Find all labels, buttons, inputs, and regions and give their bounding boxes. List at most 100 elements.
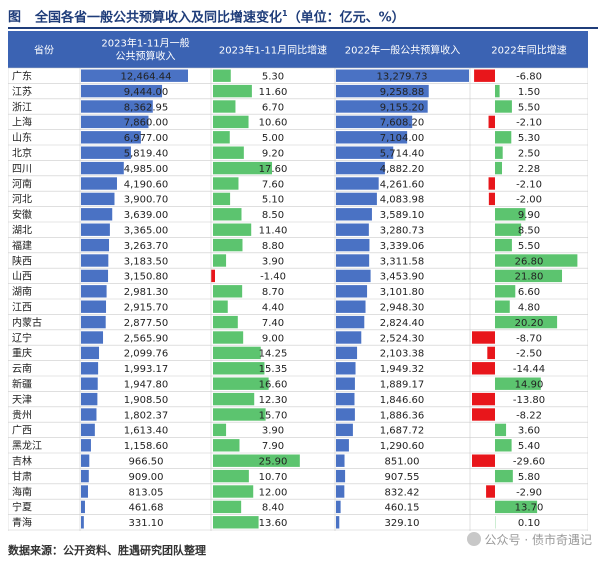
value-growth-2022: -2.10: [516, 179, 542, 190]
value-growth-2023: 11.40: [259, 226, 288, 237]
bar-growth-2022: [487, 346, 495, 360]
value-growth-2022: 20.20: [515, 318, 544, 329]
value-revenue-2023: 8,362.95: [124, 102, 169, 113]
bar-revenue-2023: [81, 331, 104, 344]
bar-growth-2023: [213, 177, 239, 190]
value-growth-2022: -2.50: [516, 349, 542, 360]
bar-revenue-2022: [336, 331, 362, 344]
bar-revenue-2022: [336, 208, 372, 221]
bar-revenue-2023: [81, 423, 95, 437]
value-growth-2022: 8.50: [518, 226, 540, 237]
bar-growth-2022: [495, 161, 503, 175]
bar-growth-2022: [495, 100, 512, 113]
value-growth-2022: 5.50: [518, 102, 540, 113]
bar-growth-2023: [213, 315, 238, 329]
province-label: 吉林: [12, 455, 32, 468]
value-revenue-2022: 4,083.98: [380, 195, 425, 206]
bar-growth-2023: [213, 362, 265, 375]
bar-revenue-2022: [336, 223, 369, 236]
bar-revenue-2022: [336, 100, 428, 113]
bar-growth-2023: [213, 485, 254, 498]
value-revenue-2022: 7,104.00: [380, 133, 425, 144]
value-growth-2022: 9.90: [518, 210, 540, 221]
bar-revenue-2022: [336, 254, 370, 267]
value-revenue-2023: 12,464.44: [121, 72, 172, 83]
bar-growth-2023: [213, 408, 266, 421]
value-growth-2023: 5.10: [262, 195, 284, 206]
source-note: 数据来源：公开资料、胜遇研究团队整理: [8, 544, 206, 557]
value-growth-2023: 3.90: [262, 256, 284, 267]
value-growth-2022: 0.10: [518, 518, 540, 529]
province-label: 广东: [12, 70, 32, 83]
value-growth-2023: 5.00: [262, 133, 284, 144]
column-header-2: 公共预算收入: [116, 50, 176, 63]
bar-growth-2022: [488, 192, 495, 206]
column-header-1: 省份: [34, 44, 54, 57]
value-growth-2022: 2.28: [518, 164, 540, 175]
value-growth-2022: 1.50: [518, 87, 540, 98]
province-label: 福建: [12, 239, 32, 252]
title-rule: [8, 27, 598, 29]
value-growth-2022: -8.22: [516, 410, 542, 421]
value-growth-2023: 7.90: [262, 441, 284, 452]
bar-growth-2022: [472, 362, 495, 375]
value-revenue-2023: 3,150.80: [124, 272, 169, 283]
value-revenue-2023: 9,444.00: [124, 87, 169, 98]
value-revenue-2022: 1,886.36: [380, 410, 425, 421]
bar-revenue-2023: [81, 500, 85, 514]
province-label: 山西: [12, 271, 32, 283]
value-revenue-2023: 1,613.40: [124, 426, 169, 437]
bar-revenue-2022: [336, 192, 377, 206]
bar-growth-2023: [213, 454, 300, 467]
bar-growth-2023: [213, 223, 252, 236]
value-revenue-2023: 2,877.50: [124, 318, 169, 329]
province-label: 宁夏: [12, 501, 32, 514]
bar-revenue-2022: [336, 377, 355, 390]
province-label: 辽宁: [12, 331, 32, 344]
value-growth-2023: 25.90: [259, 457, 288, 468]
province-label: 内蒙古: [12, 316, 42, 329]
bar-revenue-2023: [81, 439, 91, 452]
bar-revenue-2023: [81, 146, 131, 159]
bar-revenue-2022: [336, 238, 370, 252]
watermark: 公众号 · 债市奇遇记: [466, 531, 592, 548]
bar-revenue-2022: [336, 285, 368, 298]
value-growth-2022: -2.10: [516, 118, 542, 129]
value-growth-2023: 10.70: [259, 472, 288, 483]
bar-growth-2022: [495, 300, 510, 313]
bar-growth-2022: [495, 315, 558, 329]
value-revenue-2023: 4,985.00: [124, 164, 169, 175]
bar-growth-2022: [486, 485, 495, 498]
watermark-text: 公众号 · 债市奇遇记: [484, 533, 592, 547]
value-growth-2023: 14.25: [259, 349, 288, 360]
value-revenue-2023: 331.10: [129, 518, 164, 529]
bar-growth-2022: [495, 439, 512, 452]
bar-revenue-2023: [81, 315, 106, 329]
value-revenue-2023: 909.00: [129, 472, 164, 483]
bar-growth-2023: [213, 500, 242, 514]
bar-growth-2023: [213, 84, 252, 98]
bar-revenue-2022: [336, 177, 379, 190]
bar-revenue-2023: [81, 100, 153, 113]
bar-revenue-2023: [81, 238, 110, 252]
value-revenue-2023: 3,639.00: [124, 210, 169, 221]
bar-revenue-2022: [336, 131, 408, 144]
province-label: 云南: [12, 362, 32, 375]
value-revenue-2022: 3,311.58: [380, 256, 425, 267]
bar-growth-2022: [495, 208, 526, 221]
value-growth-2022: 5.50: [518, 241, 540, 252]
bar-growth-2023: [213, 100, 236, 113]
value-growth-2023: 7.60: [262, 179, 284, 190]
value-growth-2023: 8.70: [262, 287, 284, 298]
province-label: 贵州: [12, 408, 32, 421]
bar-revenue-2023: [81, 454, 90, 467]
value-revenue-2022: 1,290.60: [380, 441, 425, 452]
bar-revenue-2023: [81, 516, 84, 529]
bar-growth-2023: [213, 285, 243, 298]
value-revenue-2023: 966.50: [129, 457, 164, 468]
value-growth-2023: 4.40: [262, 303, 284, 314]
value-growth-2023: 6.70: [262, 102, 284, 113]
value-revenue-2022: 329.10: [385, 518, 420, 529]
bar-revenue-2022: [336, 300, 366, 313]
